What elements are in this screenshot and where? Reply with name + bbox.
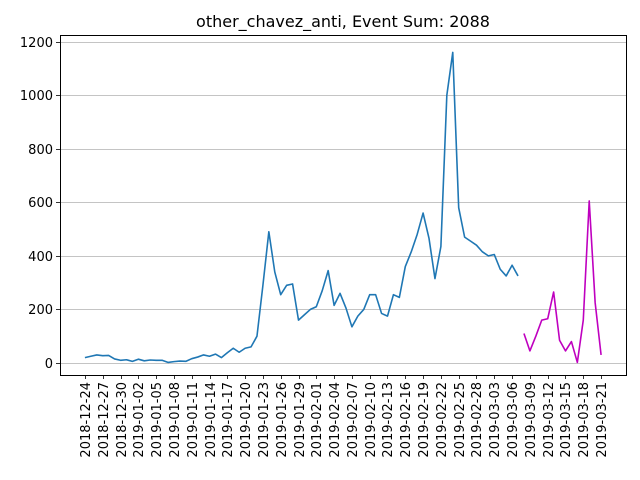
x-tick-label: 2019-03-06: [506, 382, 521, 458]
x-tick-label: 2019-02-16: [399, 382, 414, 458]
y-axis: 0 200 400 600 800 1000 1200: [20, 36, 60, 372]
y-tick-label: 200: [28, 303, 53, 318]
y-tick-label: 1000: [20, 89, 53, 104]
x-tick-label: 2019-02-04: [328, 382, 343, 458]
y-tick-label: 600: [28, 196, 53, 211]
data-series: [84, 51, 602, 364]
x-tick-label: 2018-12-24: [79, 382, 94, 458]
x-tick-label: 2019-01-11: [186, 382, 201, 458]
x-tick-label: 2019-01-26: [275, 382, 290, 458]
y-tick-label: 400: [28, 250, 53, 265]
x-tick-label: 2019-01-20: [239, 382, 254, 458]
x-tick-label: 2019-01-02: [132, 382, 147, 458]
y-gridlines: [60, 42, 626, 364]
x-tick-label: 2019-02-13: [381, 382, 396, 458]
x-tick-label: 2019-02-28: [470, 382, 485, 458]
y-tick-label: 1200: [20, 36, 53, 51]
x-tick-label: 2019-01-17: [221, 382, 236, 458]
series-line-2: [523, 200, 602, 364]
plot-frame: [60, 35, 627, 376]
x-tick-label: 2019-01-14: [204, 382, 219, 458]
x-tick-label: 2019-01-23: [257, 382, 272, 458]
series-line-1: [84, 51, 519, 364]
x-tick-label: 2019-03-21: [595, 382, 610, 458]
x-tick-label: 2019-01-05: [150, 382, 165, 458]
x-tick-label: 2019-02-07: [346, 382, 361, 458]
x-tick-label: 2019-03-18: [577, 382, 592, 458]
x-tick-label: 2019-01-29: [293, 382, 308, 458]
x-tick-label: 2019-02-10: [364, 382, 379, 458]
x-tick-label: 2018-12-27: [97, 382, 112, 458]
x-tick-label: 2019-03-15: [559, 382, 574, 458]
x-tick-label: 2019-03-12: [542, 382, 557, 458]
x-tick-label: 2019-02-01: [310, 382, 325, 458]
x-tick-label: 2019-02-22: [435, 382, 450, 458]
x-tick-label: 2019-02-25: [453, 382, 468, 458]
chart-title: other_chavez_anti, Event Sum: 2088: [196, 12, 490, 32]
x-tick-label: 2018-12-30: [115, 382, 130, 458]
x-tick-label: 2019-03-03: [488, 382, 503, 458]
x-tick-label: 2019-03-09: [524, 382, 539, 458]
x-axis: 2018-12-24 2018-12-27 2018-12-30 2019-01-02…: [79, 375, 610, 458]
x-tick-label: 2019-01-08: [168, 382, 183, 458]
y-tick-label: 0: [45, 357, 53, 372]
y-tick-label: 800: [28, 143, 53, 158]
x-tick-label: 2019-02-19: [417, 382, 432, 458]
